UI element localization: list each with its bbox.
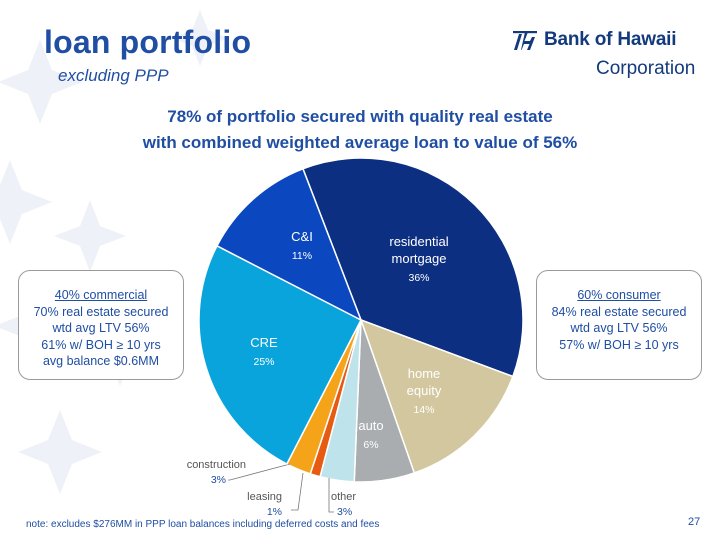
pie-slice-candi (215, 167, 363, 322)
page-subtitle: excluding PPP (58, 66, 169, 85)
slice-pct-residential-mortgage: 36% (408, 272, 429, 284)
leader-line-construction (228, 463, 291, 481)
consumer-callout-line-3: 57% w/ BOH ≥ 10 yrs (559, 337, 679, 352)
commercial-callout-head: 40% commercial (54, 288, 148, 302)
headline-line-2: with combined weighted average loan to v… (142, 133, 578, 152)
pie-slice-residential-mortgage (301, 157, 524, 378)
commercial-callout-line-2: wtd avg LTV 56% (52, 321, 150, 335)
slice-pct-auto: 6% (363, 439, 378, 451)
slice-pct-candi: 11% (292, 250, 312, 262)
pie-slice-cre (198, 244, 363, 466)
slice-label-construction: construction (187, 459, 246, 471)
leader-line-leasing (291, 472, 304, 511)
consumer-callout: 60% consumer 84% real estate secured wtd… (536, 270, 702, 380)
commercial-callout-line-3: 61% w/ BOH ≥ 10 yrs (41, 337, 161, 352)
slice-label-cre: CRE (250, 335, 278, 350)
consumer-callout-line-2: wtd avg LTV 56% (570, 321, 668, 335)
slice-label-home-equity: home (408, 366, 441, 381)
page-number: 27 (688, 516, 701, 528)
pie-slice-home-equity (359, 318, 514, 474)
commercial-callout-line-1: 70% real estate secured (33, 304, 169, 319)
slice-pct-home-equity: 14% (413, 404, 434, 416)
slice-pct-construction: 3% (211, 474, 226, 486)
slice-pct-cre: 25% (253, 356, 274, 368)
footnote: note: excludes $276MM in PPP loan balanc… (26, 519, 380, 530)
bank-logo-icon (513, 31, 537, 50)
slice-label-auto: auto (358, 418, 383, 433)
page-title: loan portfolio (44, 24, 252, 60)
slice-label-residential-mortgage: mortgage (392, 251, 447, 266)
slice-label-home-equity: equity (407, 383, 442, 398)
slice-label-other: other (331, 491, 356, 503)
commercial-callout-line-4: avg balance $0.6MM (42, 354, 160, 368)
bank-logo-name: Bank of Hawaii (544, 29, 677, 50)
commercial-callout: 40% commercial 70% real estate secured w… (18, 270, 184, 380)
headline-line-1: 78% of portfolio secured with quality re… (167, 107, 553, 126)
headline: 78% of portfolio secured with quality re… (0, 104, 720, 156)
slice-label-candi: C&I (291, 229, 313, 244)
consumer-callout-line-1: 84% real estate secured (551, 304, 687, 319)
leader-line-other (328, 478, 334, 513)
bank-logo: Bank of Hawaii Corporation (512, 29, 696, 80)
bank-logo-sub: Corporation (596, 58, 696, 79)
slice-label-leasing: leasing (247, 491, 282, 503)
slice-pct-other: 3% (337, 506, 352, 518)
consumer-callout-head: 60% consumer (577, 288, 661, 302)
slice-pct-leasing: 1% (267, 506, 282, 518)
slice-label-residential-mortgage: residential (389, 234, 448, 249)
